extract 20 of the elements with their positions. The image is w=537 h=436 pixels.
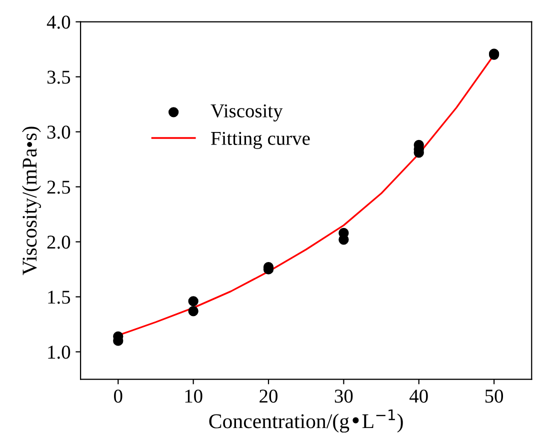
y-tick-label: 2.5 bbox=[47, 180, 70, 194]
y-tick-label: 3.0 bbox=[47, 126, 70, 139]
x-tick-label: 40 bbox=[410, 390, 428, 403]
point bbox=[338, 234, 349, 245]
y-tick-label: 4.0 bbox=[46, 16, 70, 29]
point bbox=[188, 306, 198, 316]
x-axis-title: Concentration/(g•L$^{−1}$) bbox=[209, 409, 403, 433]
legend-label: Fitting curve bbox=[211, 132, 310, 149]
y-tick-label: 3.5 bbox=[47, 70, 70, 84]
y-tick-label: 1.0 bbox=[48, 346, 70, 359]
y-tick-label: 2.0 bbox=[47, 236, 70, 249]
x-tick-label: 10 bbox=[185, 390, 202, 403]
x-tick-label: 50 bbox=[485, 390, 504, 403]
x-tick-label: 30 bbox=[334, 390, 353, 403]
y-axis-title: Viscosity/(mPa•s) bbox=[22, 126, 41, 276]
legend-label: Viscosity bbox=[210, 104, 283, 122]
y-tick-label: 1.5 bbox=[48, 290, 70, 304]
x-tick-label: 20 bbox=[260, 390, 278, 403]
point bbox=[188, 296, 198, 306]
x-tick-label: 0 bbox=[114, 390, 122, 403]
